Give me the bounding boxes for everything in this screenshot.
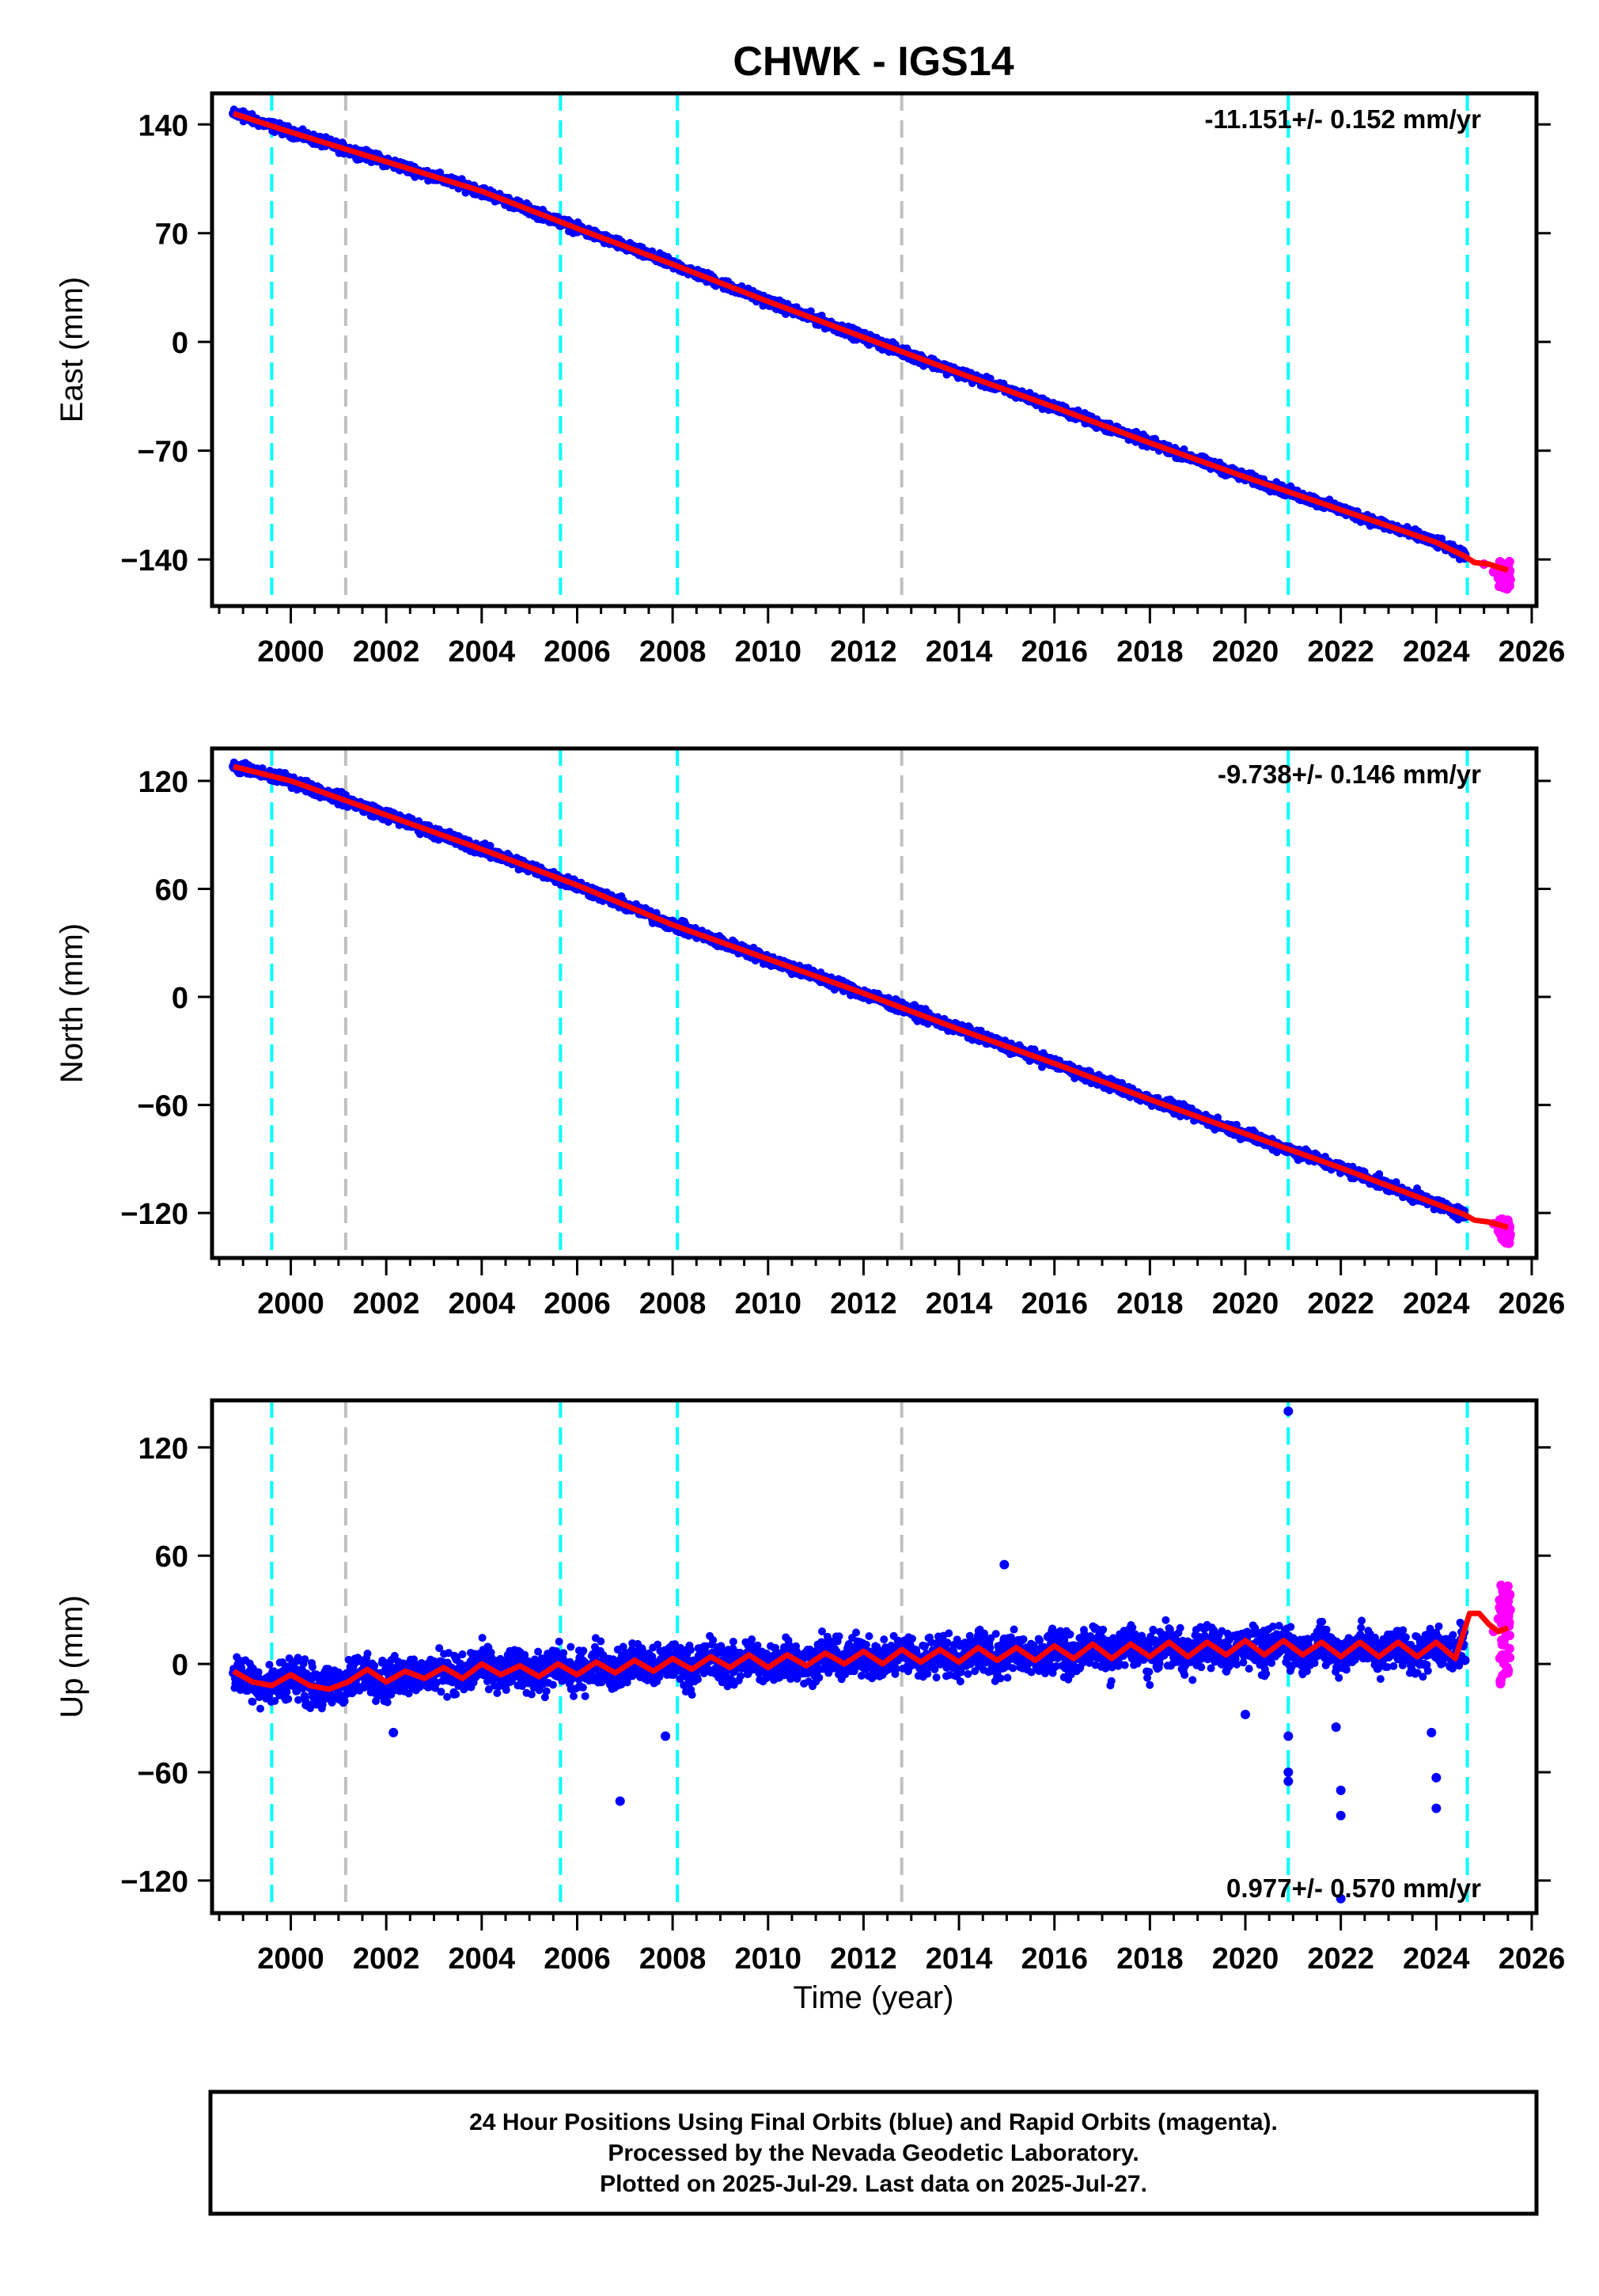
y-tick-label: 0 <box>172 327 188 360</box>
x-tick-label: 2004 <box>449 635 516 669</box>
x-tick-label: 2000 <box>257 635 324 669</box>
rapid-orbit-point <box>1505 574 1515 585</box>
plot-area <box>229 748 1515 1258</box>
plot-title: CHWK - IGS14 <box>733 39 1014 85</box>
x-tick-label: 2022 <box>1307 635 1374 669</box>
x-tick-label: 2016 <box>1021 635 1088 669</box>
rapid-orbit-point <box>1498 581 1508 591</box>
plot-area <box>229 93 1515 606</box>
x-tick-label: 2018 <box>1116 635 1184 669</box>
x-tick-label: 2006 <box>544 635 611 669</box>
final-orbit-point <box>486 842 494 851</box>
y-tick-label: −140 <box>120 544 188 578</box>
x-tick-label: 2014 <box>926 635 993 669</box>
velocity-rate-label: -11.151+/- 0.152 mm/yr <box>1205 104 1482 134</box>
final-orbit-point <box>806 307 815 316</box>
x-tick-label: 2012 <box>830 635 897 669</box>
panels: 140 70 0 −70 −140 2000 2002 2004 2006 2008 2010 201… <box>55 91 1566 1976</box>
model-fit-line <box>233 111 1509 574</box>
rapid-orbit-point <box>1493 573 1503 583</box>
panel-east: 140 70 0 −70 −140 2000 2002 2004 2006 2008 2010 201… <box>55 91 1566 669</box>
x-tick-label: 2010 <box>735 635 802 669</box>
x-tick-label: 2020 <box>1212 635 1279 669</box>
y-axis-title: East (mm) <box>55 277 89 422</box>
x-tick-label: 2024 <box>1403 635 1470 669</box>
x-tick-label: 2002 <box>353 635 420 669</box>
plot-frame <box>210 91 1539 608</box>
y-tick-label: 70 <box>155 218 188 252</box>
y-tick-label: −70 <box>138 436 188 469</box>
x-tick-label: 2026 <box>1499 635 1566 669</box>
y-tick-label: 140 <box>138 109 188 142</box>
x-tick-label: 2008 <box>639 635 707 669</box>
